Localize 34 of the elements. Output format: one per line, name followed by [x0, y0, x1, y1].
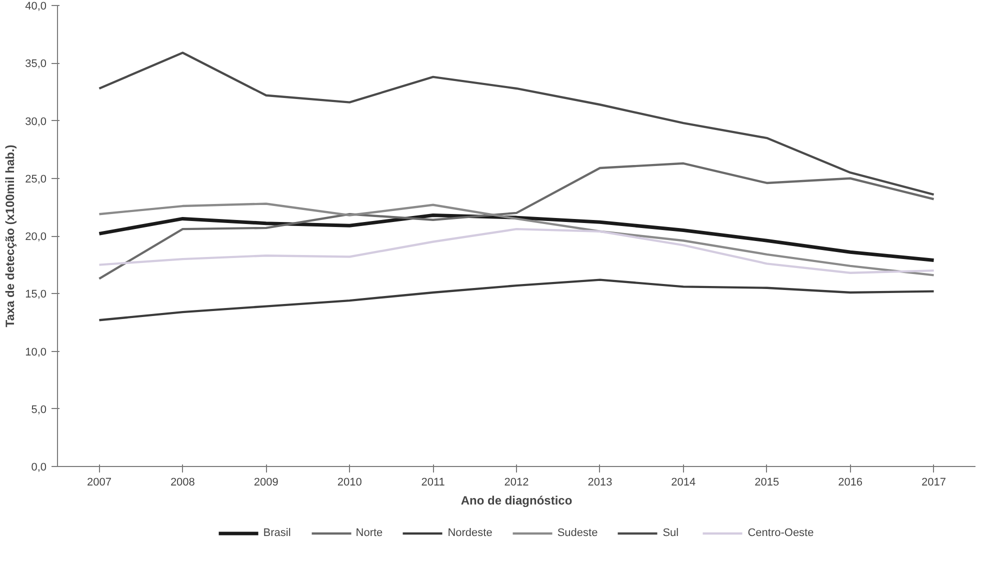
- x-tick-label: 2012: [504, 476, 529, 488]
- x-axis-title: Ano de diagnóstico: [460, 494, 572, 508]
- x-tick-label: 2016: [838, 476, 863, 488]
- x-tick-label: 2013: [588, 476, 612, 488]
- line-series: [97, 214, 936, 262]
- legend-label: Centro-Oeste: [748, 526, 814, 538]
- y-tick-label: 20,0: [25, 231, 47, 243]
- x-tick-label: 2015: [754, 476, 780, 488]
- line-series: [98, 202, 935, 276]
- legend-label: Nordeste: [448, 526, 492, 538]
- legend-label: Norte: [356, 526, 383, 538]
- y-tick-label: 30,0: [25, 116, 47, 128]
- y-tick-label: 25,0: [25, 173, 47, 186]
- x-tick-label: 2014: [671, 476, 696, 488]
- y-tick-label: 0,0: [31, 462, 47, 474]
- x-tick-label: 2007: [86, 476, 112, 488]
- x-tick-label: 2017: [922, 476, 946, 488]
- y-tick-label: 40,0: [25, 0, 47, 12]
- x-tick-label: 2009: [254, 476, 278, 488]
- y-tick-label: 35,0: [25, 58, 47, 70]
- legend-label: Sudeste: [557, 526, 598, 538]
- line-series: [98, 228, 935, 274]
- y-tick-label: 5,0: [31, 404, 47, 416]
- line-series: [98, 52, 935, 196]
- x-tick-label: 2008: [170, 476, 195, 488]
- line-series: [98, 278, 935, 322]
- legend-label: Brasil: [263, 526, 291, 538]
- y-tick-label: 10,0: [25, 346, 47, 358]
- line-series: [98, 162, 935, 280]
- y-axis-title: Taxa de detecção (x100mil hab.): [3, 144, 18, 328]
- y-tick-label: 15,0: [25, 288, 47, 301]
- x-tick-label: 2010: [337, 476, 362, 488]
- legend-label: Sul: [662, 526, 680, 538]
- x-tick-label: 2011: [421, 476, 445, 488]
